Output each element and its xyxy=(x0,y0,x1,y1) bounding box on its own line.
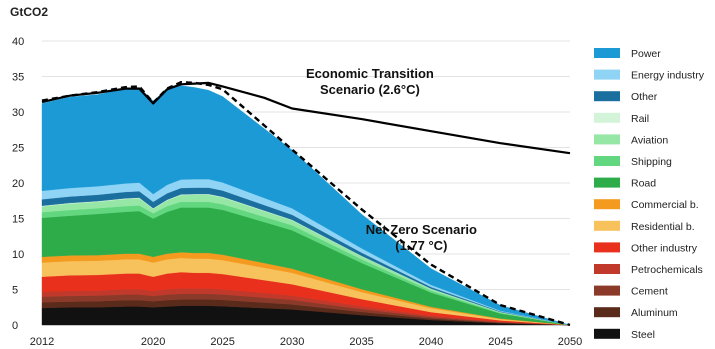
x-tick-label: 2012 xyxy=(30,336,54,348)
legend-swatch xyxy=(594,264,620,274)
legend-label: Energy industry xyxy=(631,70,705,82)
y-tick-label: 40 xyxy=(12,36,24,48)
legend-item-residential-b: Residential b. xyxy=(594,220,695,233)
legend-swatch xyxy=(594,156,620,166)
legend-swatch xyxy=(594,69,620,80)
y-tick-label: 15 xyxy=(12,214,24,226)
legend-item-other-industry: Other industry xyxy=(594,242,698,254)
x-tick-label: 2025 xyxy=(210,336,234,348)
legend-swatch xyxy=(594,48,620,58)
legend-label: Power xyxy=(631,48,661,60)
legend-item-commercial-b: Commercial b. xyxy=(594,199,699,211)
stacked-areas xyxy=(41,85,571,326)
legend-item-other: Other xyxy=(594,91,658,103)
legend-swatch xyxy=(594,112,620,123)
legend-label: Aluminum xyxy=(631,307,678,319)
legend-item-steel: Steel xyxy=(594,328,655,341)
net-zero-line xyxy=(41,80,571,327)
legend-item-cement: Cement xyxy=(594,285,668,298)
legend-label: Petrochemicals xyxy=(631,264,703,276)
x-tick-label: 2035 xyxy=(349,336,373,348)
y-tick-label: 5 xyxy=(12,285,18,297)
y-axis-ticks: 0 5 10 15 20 25 30 35 40 xyxy=(12,36,24,332)
legend-swatch xyxy=(594,134,620,145)
legend-item-road: Road xyxy=(594,177,656,190)
legend-item-shipping: Shipping xyxy=(594,156,672,168)
x-tick-label: 2020 xyxy=(141,336,165,348)
legend-swatch xyxy=(594,285,620,296)
legend-label: Road xyxy=(631,178,656,190)
legend-item-petrochemicals: Petrochemicals xyxy=(594,264,703,276)
annotation-text: (1.77 °C) xyxy=(395,238,447,253)
y-axis-unit: GtCO2 xyxy=(10,5,48,19)
annotation-text: Net Zero Scenario xyxy=(366,222,477,237)
legend: Power Energy industry Other Rail Aviation Shi… xyxy=(594,48,705,341)
legend-label: Steel xyxy=(631,329,655,341)
y-tick-label: 20 xyxy=(12,178,24,190)
legend-item-aviation: Aviation xyxy=(594,134,668,146)
x-tick-label: 2040 xyxy=(419,336,443,348)
y-tick-label: 0 xyxy=(12,320,18,332)
legend-swatch xyxy=(594,91,620,102)
legend-item-aluminum: Aluminum xyxy=(594,307,678,319)
legend-label: Commercial b. xyxy=(631,199,699,211)
x-tick-label: 2050 xyxy=(558,336,582,348)
legend-swatch xyxy=(594,307,620,318)
legend-swatch xyxy=(594,328,620,339)
x-axis-ticks: 2012 2020 2025 2030 2035 2040 2045 2050 xyxy=(30,336,582,348)
legend-label: Residential b. xyxy=(631,221,695,233)
y-tick-label: 10 xyxy=(12,249,24,261)
legend-item-rail: Rail xyxy=(594,112,649,125)
legend-item-energy-industry: Energy industry xyxy=(594,69,705,82)
legend-item-power: Power xyxy=(594,48,661,60)
legend-swatch xyxy=(594,199,620,210)
scenario-lines xyxy=(41,80,571,327)
legend-swatch xyxy=(594,220,620,231)
legend-label: Rail xyxy=(631,113,649,125)
legend-label: Other industry xyxy=(631,242,698,254)
x-tick-label: 2030 xyxy=(280,336,304,348)
legend-label: Other xyxy=(631,91,658,103)
legend-label: Shipping xyxy=(631,156,672,168)
y-tick-label: 35 xyxy=(12,72,24,84)
legend-label: Aviation xyxy=(631,134,668,146)
y-tick-label: 25 xyxy=(12,143,24,155)
y-tick-label: 30 xyxy=(12,107,24,119)
legend-swatch xyxy=(594,177,620,188)
legend-label: Cement xyxy=(631,286,668,298)
annotation-text: Scenario (2.6°C) xyxy=(320,82,420,97)
x-tick-label: 2045 xyxy=(488,336,512,348)
legend-swatch xyxy=(594,242,620,253)
annotation-text: Economic Transition xyxy=(306,66,434,81)
